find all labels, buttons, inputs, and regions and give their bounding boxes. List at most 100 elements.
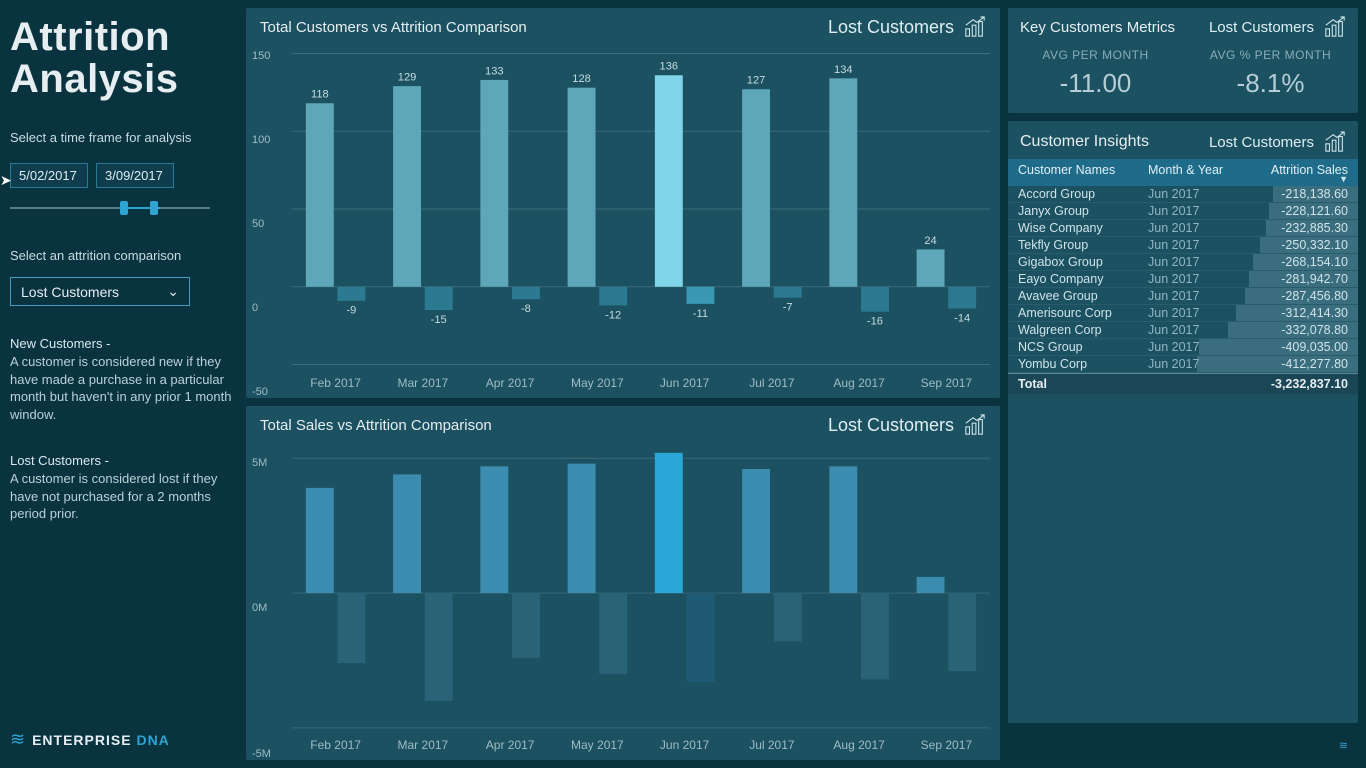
- chart-sales-metric: Lost Customers: [828, 415, 954, 436]
- svg-text:-7: -7: [783, 302, 793, 314]
- chart-sales-title: Total Sales vs Attrition Comparison: [260, 417, 492, 434]
- cell-name: Gigabox Group: [1018, 255, 1148, 269]
- chart-customers-title: Total Customers vs Attrition Comparison: [260, 19, 527, 36]
- cell-sales: -312,414.30: [1248, 306, 1348, 320]
- cell-name: Yombu Corp: [1018, 357, 1148, 371]
- brand-logo: ≋ ENTERPRISE DNA: [10, 729, 232, 750]
- table-header[interactable]: Customer Names Month & Year Attrition Sa…: [1008, 159, 1358, 186]
- chart-customers-metric: Lost Customers: [828, 17, 954, 38]
- svg-text:-11: -11: [693, 308, 708, 320]
- kpi-header: Key Customers Metrics: [1020, 19, 1175, 36]
- svg-text:-9: -9: [346, 305, 356, 317]
- chart-icon: [1324, 16, 1346, 38]
- kpi-metric: Lost Customers: [1209, 19, 1314, 36]
- svg-text:134: 134: [834, 64, 853, 76]
- table-total-row: Total -3,232,837.10: [1008, 373, 1358, 394]
- attrition-dropdown[interactable]: Lost Customers ⌄: [10, 277, 190, 306]
- def-lost-title: Lost Customers -: [10, 453, 232, 468]
- table-row[interactable]: Janyx Group Jun 2017 -228,121.60: [1008, 203, 1358, 220]
- chart-icon: [1324, 131, 1346, 153]
- cell-sales: -218,138.60: [1248, 187, 1348, 201]
- table-row[interactable]: Wise Company Jun 2017 -232,885.30: [1008, 220, 1358, 237]
- cell-name: Walgreen Corp: [1018, 323, 1148, 337]
- table-row[interactable]: Tekfly Group Jun 2017 -250,332.10: [1008, 237, 1358, 254]
- kpi-panel: Key Customers Metrics Lost Customers AVG…: [1008, 8, 1358, 113]
- dna-icon: ≋: [10, 729, 26, 750]
- cell-sales: -409,035.00: [1248, 340, 1348, 354]
- chevron-down-icon: ⌄: [167, 283, 179, 300]
- cell-month: Jun 2017: [1148, 238, 1248, 252]
- cell-month: Jun 2017: [1148, 357, 1248, 371]
- cell-month: Jun 2017: [1148, 340, 1248, 354]
- table-row[interactable]: Walgreen Corp Jun 2017 -332,078.80: [1008, 322, 1358, 339]
- cell-month: Jun 2017: [1148, 306, 1248, 320]
- date-slider[interactable]: [10, 198, 210, 218]
- cell-name: Amerisourc Corp: [1018, 306, 1148, 320]
- cell-sales: -332,078.80: [1248, 323, 1348, 337]
- cursor-icon: ➤: [0, 172, 12, 189]
- timeframe-label: Select a time frame for analysis: [10, 130, 232, 145]
- cell-sales: -412,277.80: [1248, 357, 1348, 371]
- cell-month: Jun 2017: [1148, 323, 1248, 337]
- cell-month: Jun 2017: [1148, 272, 1248, 286]
- svg-text:118: 118: [311, 89, 329, 101]
- kpi-left-value: -11.00: [1008, 68, 1183, 99]
- col-sales[interactable]: Attrition Sales▼: [1248, 163, 1348, 182]
- svg-text:133: 133: [485, 65, 504, 77]
- table-row[interactable]: Accord Group Jun 2017 -218,138.60: [1008, 186, 1358, 203]
- svg-text:24: 24: [924, 235, 936, 247]
- svg-text:128: 128: [572, 73, 591, 85]
- cell-sales: -250,332.10: [1248, 238, 1348, 252]
- page-title: AttritionAnalysis: [10, 16, 232, 100]
- cell-month: Jun 2017: [1148, 204, 1248, 218]
- table-row[interactable]: Gigabox Group Jun 2017 -268,154.10: [1008, 254, 1358, 271]
- def-lost-body: A customer is considered lost if they ha…: [10, 470, 232, 523]
- svg-text:129: 129: [398, 72, 417, 84]
- cell-name: NCS Group: [1018, 340, 1148, 354]
- cell-month: Jun 2017: [1148, 221, 1248, 235]
- cell-month: Jun 2017: [1148, 289, 1248, 303]
- table-row[interactable]: Eayo Company Jun 2017 -281,942.70: [1008, 271, 1358, 288]
- kpi-right-value: -8.1%: [1183, 68, 1358, 99]
- dropdown-value: Lost Customers: [21, 284, 119, 300]
- svg-text:-8: -8: [521, 303, 531, 315]
- table-row[interactable]: Amerisourc Corp Jun 2017 -312,414.30: [1008, 305, 1358, 322]
- cell-sales: -232,885.30: [1248, 221, 1348, 235]
- svg-text:136: 136: [660, 61, 679, 73]
- cell-name: Avavee Group: [1018, 289, 1148, 303]
- cell-name: Accord Group: [1018, 187, 1148, 201]
- table-row[interactable]: Avavee Group Jun 2017 -287,456.80: [1008, 288, 1358, 305]
- date-from-input[interactable]: 5/02/2017: [10, 163, 88, 188]
- comparison-label: Select an attrition comparison: [10, 248, 232, 263]
- def-new-body: A customer is considered new if they hav…: [10, 353, 232, 423]
- sort-desc-icon: ▼: [1248, 177, 1348, 182]
- svg-text:-14: -14: [954, 312, 970, 324]
- insights-header: Customer Insights: [1020, 133, 1149, 151]
- chart-sales[interactable]: -5M0M5MFeb 2017Mar 2017Apr 2017May 2017J…: [246, 438, 1000, 756]
- cell-name: Eayo Company: [1018, 272, 1148, 286]
- svg-text:-16: -16: [867, 316, 883, 328]
- cell-sales: -268,154.10: [1248, 255, 1348, 269]
- kpi-left-label: AVG PER MONTH: [1008, 48, 1183, 62]
- chart-customers[interactable]: 118-9129-15133-8128-12136-11127-7134-162…: [246, 40, 1000, 394]
- def-new-title: New Customers -: [10, 336, 232, 351]
- date-to-input[interactable]: 3/09/2017: [96, 163, 174, 188]
- cell-sales: -287,456.80: [1248, 289, 1348, 303]
- chart-icon: [964, 414, 986, 436]
- kpi-right-label: AVG % PER MONTH: [1183, 48, 1358, 62]
- insights-metric: Lost Customers: [1209, 134, 1314, 151]
- cell-name: Tekfly Group: [1018, 238, 1148, 252]
- svg-text:127: 127: [747, 75, 766, 87]
- cell-sales: -281,942.70: [1248, 272, 1348, 286]
- sidebar: AttritionAnalysis Select a time frame fo…: [8, 8, 238, 760]
- col-customer[interactable]: Customer Names: [1018, 163, 1148, 182]
- table-row[interactable]: NCS Group Jun 2017 -409,035.00: [1008, 339, 1358, 356]
- table-row[interactable]: Yombu Corp Jun 2017 -412,277.80: [1008, 356, 1358, 373]
- insights-panel: Customer Insights Lost Customers Custome…: [1008, 121, 1358, 723]
- dna-icon: ≋: [1339, 739, 1348, 752]
- insights-table: Customer Names Month & Year Attrition Sa…: [1008, 159, 1358, 394]
- chart-icon: [964, 16, 986, 38]
- col-month[interactable]: Month & Year: [1148, 163, 1248, 182]
- footer-logo: ≋: [1329, 731, 1358, 760]
- svg-text:-12: -12: [605, 309, 621, 321]
